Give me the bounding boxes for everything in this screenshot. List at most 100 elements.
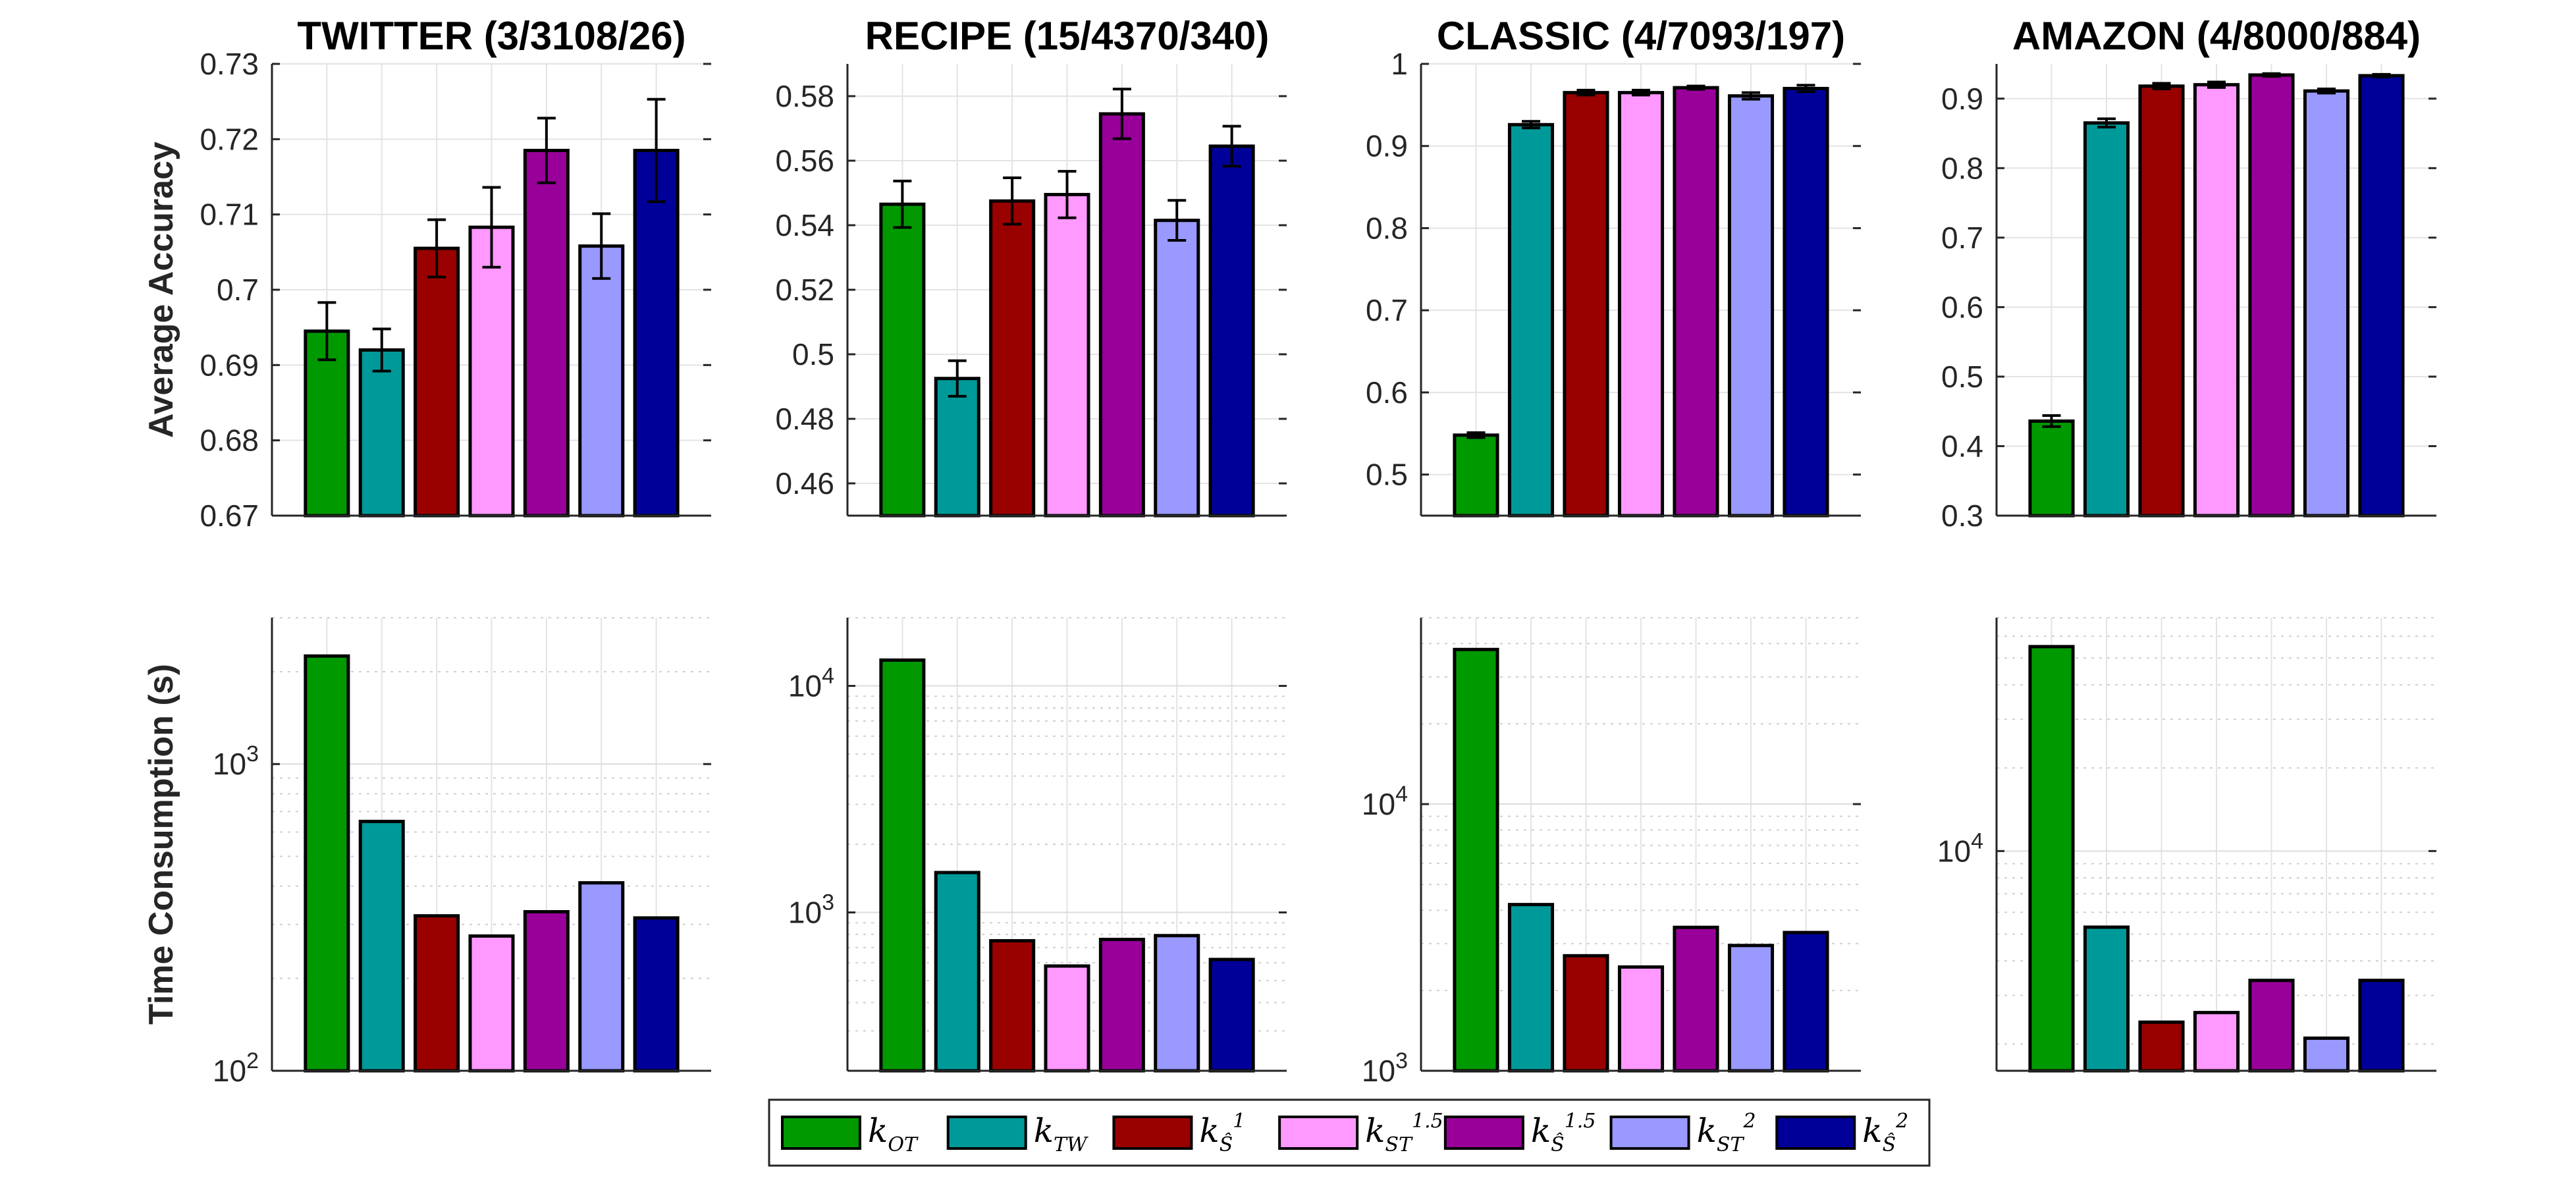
bar-4 [2193, 83, 2240, 518]
legend-swatch [1278, 1116, 1359, 1150]
bar-7 [1783, 931, 1829, 1073]
legend-entry-1: kOT [781, 1112, 919, 1156]
bar-2 [1507, 122, 1555, 518]
y-tick-label: 0.9 [1366, 129, 1408, 163]
bar-5 [1098, 112, 1145, 518]
y-tick-label: 0.73 [200, 47, 259, 81]
chart-title: TWITTER (3/3108/26) [297, 14, 685, 58]
legend-entry-2: kTW [946, 1112, 1088, 1156]
error-bar-1 [2042, 414, 2061, 428]
y-tick-label: 0.52 [775, 273, 834, 307]
error-bar-7 [647, 97, 666, 203]
error-bar-7 [2372, 72, 2391, 79]
error-bar-7 [1796, 84, 1815, 94]
bar-6 [1154, 934, 1200, 1073]
bar-3 [2138, 84, 2185, 518]
y-tick-label: 104 [1937, 828, 1983, 868]
y-tick-base: 10 [213, 1054, 246, 1088]
y-axis-label: Time Consumption (s) [142, 664, 180, 1025]
legend-swatch [1609, 1116, 1690, 1150]
y-tick-base: 10 [1362, 787, 1395, 821]
error-bar-5 [1112, 88, 1131, 140]
legend-entry-3: kŜ1 [1112, 1110, 1245, 1156]
y-tick-label: 0.5 [1366, 458, 1408, 492]
bar-6 [578, 881, 625, 1073]
y-tick-label: 0.72 [200, 122, 259, 156]
chart-title: RECIPE (15/4370/340) [865, 14, 1270, 58]
bar-3 [989, 939, 1036, 1073]
bar-5 [2248, 73, 2295, 518]
legend-swatch [781, 1116, 861, 1150]
y-tick-exponent: 3 [822, 890, 834, 915]
y-tick-label: 0.7 [217, 273, 259, 307]
legend-swatch [1775, 1116, 1856, 1150]
error-bar-5 [1686, 84, 1705, 91]
bar-4 [468, 934, 515, 1073]
legend-label: kŜ2 [1862, 1110, 1908, 1156]
bar-3 [1563, 91, 1609, 518]
chart-title: CLASSIC (4/7093/197) [1437, 14, 1845, 58]
error-bar-4 [2207, 80, 2226, 89]
bar-1 [2028, 645, 2075, 1073]
error-bar-6 [2317, 87, 2336, 95]
bar-2 [358, 819, 405, 1073]
legend-entry-6: kST2 [1609, 1110, 1756, 1156]
y-tick-label: 0.69 [200, 348, 259, 382]
y-tick-label: 0.8 [1941, 151, 1983, 185]
bar-2 [2083, 121, 2130, 518]
legend-label: kST2 [1697, 1110, 1756, 1156]
bar-4 [2193, 1011, 2240, 1073]
y-tick-exponent: 3 [246, 742, 259, 767]
legend-label: kŜ1 [1199, 1110, 1245, 1156]
bar-6 [578, 244, 625, 518]
bar-2 [358, 348, 405, 518]
legend-entry-5: kŜ1.5 [1443, 1110, 1596, 1156]
chart-panel-3: 0.5 0.6 0.7 0.8 0.9 1 CLASSIC (4/7093/197) [1366, 14, 1861, 518]
legend-entry-4: kST1.5 [1278, 1110, 1443, 1156]
bar-3 [414, 914, 460, 1073]
error-bar-7 [1222, 124, 1241, 168]
error-bar-5 [2262, 72, 2281, 78]
bar-5 [2248, 979, 2295, 1073]
bar-5 [1673, 86, 1719, 518]
bar-1 [1453, 433, 1499, 518]
bar-5 [523, 909, 570, 1073]
y-tick-label: 0.6 [1941, 290, 1983, 324]
bar-3 [1563, 954, 1609, 1073]
legend-entry-7: kŜ2 [1775, 1110, 1908, 1156]
bar-2 [1507, 903, 1555, 1073]
bar-2 [934, 377, 980, 518]
bar-5 [1098, 938, 1145, 1073]
bar-3 [2138, 1020, 2185, 1073]
legend-swatch [1443, 1116, 1524, 1150]
y-tick-label: 0.71 [200, 198, 259, 232]
y-tick-label: 0.9 [1941, 82, 1983, 116]
legend-swatch [946, 1116, 1027, 1150]
error-bar-1 [317, 301, 336, 362]
bar-6 [2303, 89, 2350, 518]
bar-7 [1208, 958, 1255, 1073]
y-tick-label: 0.5 [792, 337, 834, 371]
y-tick-base: 10 [213, 747, 246, 781]
y-tick-label: 0.54 [775, 208, 834, 242]
bar-4 [1617, 91, 1665, 518]
bar-4 [1044, 964, 1090, 1073]
chart-panel-1: 0.67 0.68 0.69 0.7 0.71 0.72 0.73 TWITTER (3/31… [142, 14, 711, 533]
bar-4 [1617, 965, 1665, 1073]
error-bar-3 [1003, 176, 1022, 226]
chart-panel-8: 104 [1937, 617, 2436, 1073]
y-tick-label: 0.58 [775, 79, 834, 113]
y-tick-label: 0.7 [1941, 221, 1983, 255]
bar-3 [414, 246, 460, 518]
error-bar-4 [482, 186, 501, 269]
bar-4 [468, 225, 515, 518]
y-tick-label: 0.67 [200, 499, 259, 533]
bar-7 [633, 916, 680, 1073]
y-tick-label: 0.48 [775, 402, 834, 436]
y-axis-label: Average Accuracy [142, 142, 180, 438]
y-tick-base: 10 [788, 896, 822, 930]
y-tick-label: 0.46 [775, 466, 834, 500]
bar-1 [304, 654, 350, 1073]
bar-7 [2358, 74, 2405, 518]
y-tick-label: 0.6 [1366, 375, 1408, 410]
